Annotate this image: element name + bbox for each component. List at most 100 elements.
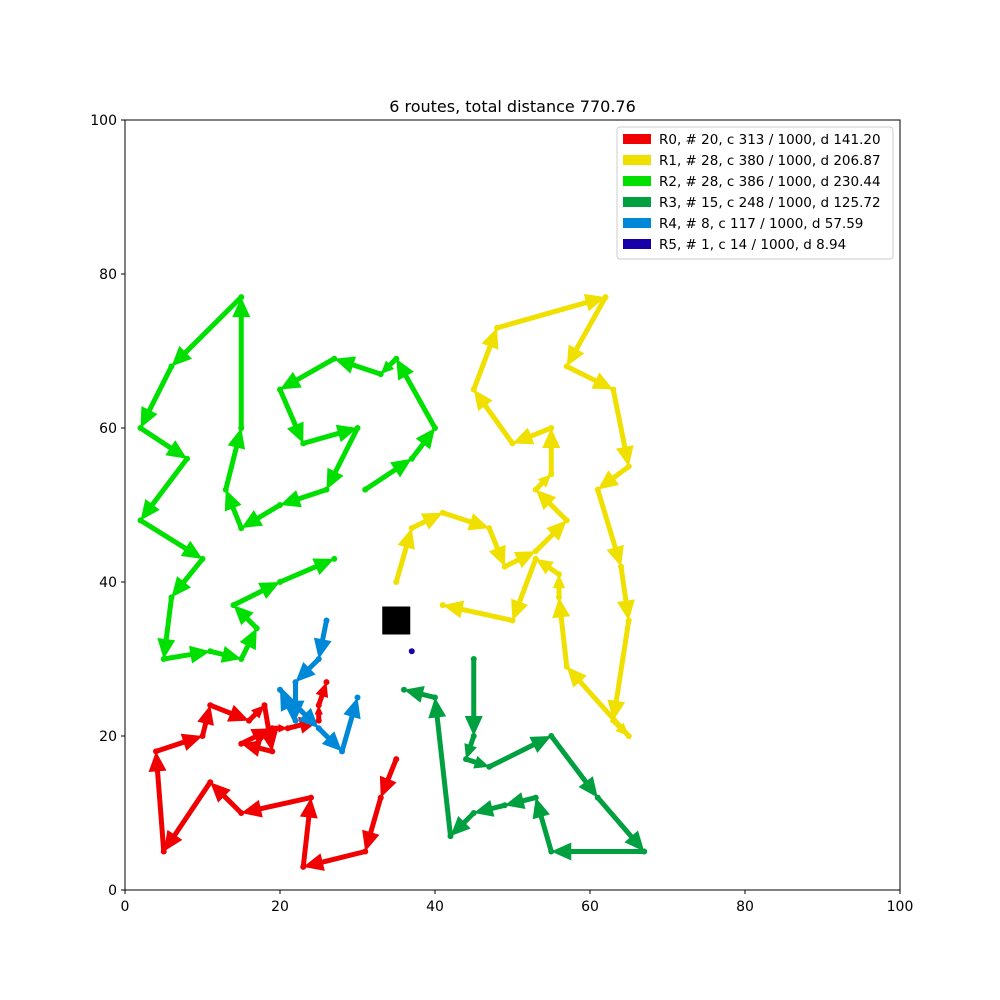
route-r1-arrowhead xyxy=(511,598,528,621)
route-r0-arrowhead xyxy=(180,733,203,751)
legend-swatch-r3 xyxy=(623,197,651,207)
route-r2-arrowhead xyxy=(232,297,251,318)
route-r3-arrowhead xyxy=(473,800,495,817)
route-r2-stop xyxy=(362,486,369,493)
route-r2-segment xyxy=(183,294,244,355)
route-r1-segment xyxy=(459,606,515,623)
route-r0-arrowhead xyxy=(148,751,167,773)
route-r0-arrowhead xyxy=(227,704,249,722)
route-r2-segment xyxy=(255,502,283,521)
route-r2-stop xyxy=(323,486,330,493)
route-r0-stop xyxy=(362,848,369,855)
route-r0-stop xyxy=(315,702,322,709)
legend: R0, # 20, c 313 / 1000, d 141.20 R1, # 28… xyxy=(616,126,894,260)
route-r2-stop xyxy=(331,555,338,562)
route-r2-stop xyxy=(137,517,144,524)
route-r2-stop xyxy=(377,371,384,378)
route-r3-arrowhead xyxy=(532,797,550,820)
route-r2-arrowhead xyxy=(171,345,193,367)
route-r1-stop xyxy=(625,733,632,739)
route-r0-stop xyxy=(238,740,245,747)
route-r0-stop xyxy=(300,863,307,870)
route-r0-arrowhead xyxy=(251,705,265,719)
route-r4-stop xyxy=(277,686,283,693)
route-r3-arrowhead xyxy=(464,716,483,736)
route-r2-stop xyxy=(277,579,283,585)
route-r1-arrowhead xyxy=(535,489,557,511)
legend-swatch-r5 xyxy=(623,239,651,249)
route-r2-arrowhead xyxy=(140,499,160,521)
route-r2-stop xyxy=(393,355,400,362)
route-r3-stop xyxy=(548,848,555,855)
route-r0-arrowhead xyxy=(362,829,380,852)
legend-label-r2: R2, # 28, c 386 / 1000, d 230.44 xyxy=(659,174,881,190)
route-r1-segment xyxy=(610,387,628,450)
legend-label-r3: R3, # 15, c 248 / 1000, d 125.72 xyxy=(659,195,881,211)
route-r0-stop xyxy=(261,702,268,709)
route-r1-segment xyxy=(574,294,608,352)
route-r3-segment xyxy=(595,795,634,839)
route-r1-segment xyxy=(618,564,629,604)
route-r4-segment xyxy=(277,687,308,717)
route-r3-arrowhead xyxy=(504,792,526,810)
route-r1 xyxy=(393,293,635,739)
route-r2-arrowhead xyxy=(220,646,242,663)
y-tick-label: 80 xyxy=(99,267,117,283)
route-r3-stop xyxy=(501,802,508,809)
route-r2-stop xyxy=(238,525,245,532)
route-r2-stop xyxy=(222,486,229,493)
route-r1-stop xyxy=(494,324,500,331)
route-r1-arrowhead xyxy=(591,372,614,390)
route-r2-segment xyxy=(296,487,329,502)
route-r2-arrowhead xyxy=(287,421,304,444)
route-r4-stop xyxy=(354,694,361,701)
route-r1-arrowhead xyxy=(467,513,490,531)
route-r1-segment xyxy=(558,614,570,670)
route-r1-arrowhead xyxy=(397,528,415,550)
route-r1-stop xyxy=(501,563,508,570)
route-r1-stop xyxy=(393,579,400,585)
plot-frame xyxy=(124,119,901,891)
route-r2-segment xyxy=(277,387,298,428)
route-r0-segment xyxy=(320,849,368,865)
route-r2-stop xyxy=(199,555,206,562)
route-r2-segment xyxy=(277,564,319,585)
legend-box xyxy=(616,126,894,260)
route-r1-segment xyxy=(564,363,598,384)
route-r0-segment xyxy=(155,768,167,854)
route-r1-stop xyxy=(486,525,493,532)
route-r3-segment xyxy=(434,714,453,839)
route-r2-arrowhead xyxy=(165,440,187,459)
route-r1-arrowhead xyxy=(606,544,624,567)
route-r1-stop xyxy=(556,571,562,578)
route-r0-arrowhead xyxy=(299,797,318,819)
route-r1-stop xyxy=(408,525,415,532)
route-r2-stop xyxy=(253,625,260,632)
route-r0-arrowhead xyxy=(315,682,329,699)
route-r4-stop xyxy=(292,679,299,686)
route-r2-arrowhead xyxy=(326,467,344,490)
route-r1-arrowhead xyxy=(616,599,635,621)
route-r2-segment xyxy=(294,356,337,383)
route-r0-stop xyxy=(269,748,276,755)
route-r4-arrowhead xyxy=(295,661,316,683)
route-r2-arrowhead xyxy=(171,576,192,598)
route-r2-stop xyxy=(331,355,338,362)
route-r1-stop xyxy=(563,363,570,370)
route-r3-stop xyxy=(594,794,601,801)
route-r5 xyxy=(408,648,415,655)
route-r1-arrowhead xyxy=(481,327,499,350)
route-r2-stop xyxy=(168,594,175,601)
route-r2-stop xyxy=(137,425,144,431)
route-r0-stop xyxy=(207,702,214,709)
route-r1-arrowhead xyxy=(513,551,536,569)
route-r4-arrowhead xyxy=(343,697,361,720)
route-r1-arrowhead xyxy=(473,389,493,411)
depot-layer xyxy=(382,606,411,635)
route-r2-segment xyxy=(181,556,205,585)
route-r2 xyxy=(137,294,438,664)
route-r3-arrowhead xyxy=(464,743,477,760)
route-r1-stop xyxy=(548,471,555,478)
route-r2-arrowhead xyxy=(258,582,280,599)
route-r2-arrowhead xyxy=(157,638,176,659)
